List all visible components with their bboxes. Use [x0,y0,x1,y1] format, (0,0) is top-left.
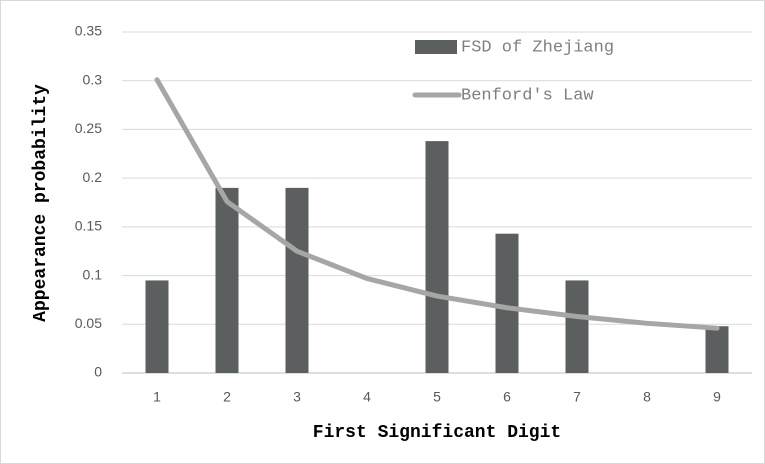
x-tick-label: 3 [293,389,301,405]
y-tick-label: 0.05 [75,315,102,331]
bar [145,280,169,373]
y-tick-label: 0.2 [83,169,103,185]
x-axis-title: First Significant Digit [313,423,561,443]
y-tick-label: 0.1 [83,266,103,282]
y-tick-label: 0.3 [83,71,103,87]
x-tick-label: 1 [153,389,161,405]
bar [425,141,449,373]
bar [565,280,589,373]
y-axis-title: Appearance probability [31,84,51,322]
x-tick-label: 9 [713,389,721,405]
legend-label: FSD of Zhejiang [461,38,614,57]
y-tick-label: 0.35 [75,23,102,39]
x-tick-label: 8 [643,389,651,405]
bar [705,326,729,373]
bar [215,187,239,373]
line [154,77,720,331]
y-tick-label: 0 [94,364,102,380]
bar [285,187,309,373]
legend-swatch [415,40,457,54]
x-tick-label: 2 [223,389,231,405]
x-tick-label: 6 [503,389,511,405]
x-tick-label: 4 [363,389,371,405]
bar [495,233,519,373]
y-tick-label: 0.15 [75,218,102,234]
legend-label: Benford's Law [461,86,594,105]
y-tick-label: 0.25 [75,120,102,136]
x-tick-label: 7 [573,389,581,405]
x-tick-label: 5 [433,389,441,405]
